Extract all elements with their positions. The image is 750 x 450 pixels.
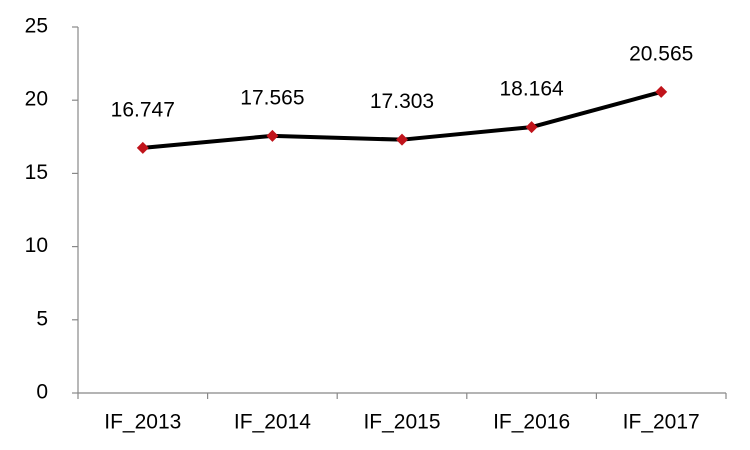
x-tick-label: IF_2014	[234, 411, 311, 434]
y-tick-label: 15	[25, 161, 48, 184]
data-label: 17.303	[370, 90, 434, 113]
x-tick-label: IF_2015	[363, 411, 440, 434]
data-label: 18.164	[499, 78, 564, 101]
x-tick-label: IF_2016	[493, 411, 570, 434]
data-label: 16.747	[111, 98, 175, 121]
marker	[136, 141, 149, 154]
y-tick-label: 0	[36, 381, 48, 404]
marker	[525, 121, 538, 134]
y-tick-label: 25	[25, 15, 48, 38]
y-tick-label: 20	[25, 88, 48, 111]
marker	[266, 129, 279, 142]
marker	[396, 133, 408, 146]
data-label: 17.565	[240, 86, 304, 109]
x-tick-label: IF_2017	[623, 411, 700, 434]
data-label: 20.565	[629, 42, 693, 65]
marker	[655, 85, 668, 98]
x-tick-label: IF_2013	[104, 411, 181, 434]
y-tick-label: 5	[36, 307, 48, 330]
y-tick-label: 10	[25, 234, 48, 257]
